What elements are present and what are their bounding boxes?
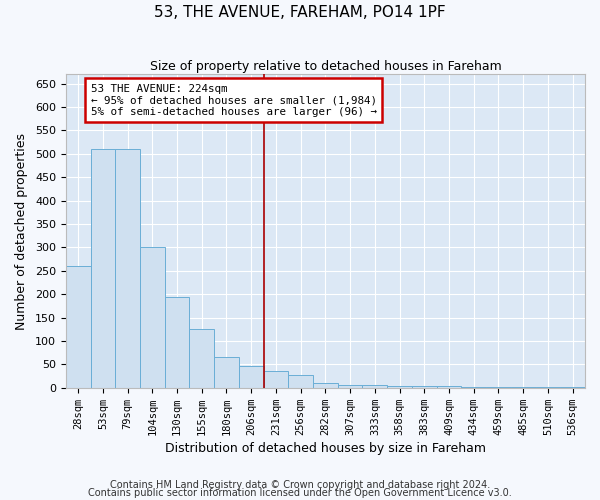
X-axis label: Distribution of detached houses by size in Fareham: Distribution of detached houses by size … [165,442,486,455]
Bar [289,374,313,388]
Bar [164,296,190,388]
Bar [387,386,412,388]
Bar [412,386,437,388]
Text: 53 THE AVENUE: 224sqm
← 95% of detached houses are smaller (1,984)
5% of semi-de: 53 THE AVENUE: 224sqm ← 95% of detached … [91,84,377,116]
Bar [362,386,387,388]
Title: Size of property relative to detached houses in Fareham: Size of property relative to detached ho… [149,60,501,73]
Bar [511,387,536,388]
Bar [536,387,560,388]
Bar [190,330,214,388]
Bar [140,248,164,388]
Bar [338,385,362,388]
Text: 53, THE AVENUE, FAREHAM, PO14 1PF: 53, THE AVENUE, FAREHAM, PO14 1PF [154,5,446,20]
Bar [214,358,239,388]
Text: Contains public sector information licensed under the Open Government Licence v3: Contains public sector information licen… [88,488,512,498]
Bar [66,266,91,388]
Bar [263,370,289,388]
Bar [461,387,486,388]
Bar [560,387,585,388]
Bar [239,366,263,388]
Bar [437,386,461,388]
Bar [91,149,115,388]
Bar [115,149,140,388]
Bar [313,382,338,388]
Text: Contains HM Land Registry data © Crown copyright and database right 2024.: Contains HM Land Registry data © Crown c… [110,480,490,490]
Y-axis label: Number of detached properties: Number of detached properties [15,132,28,330]
Bar [486,387,511,388]
